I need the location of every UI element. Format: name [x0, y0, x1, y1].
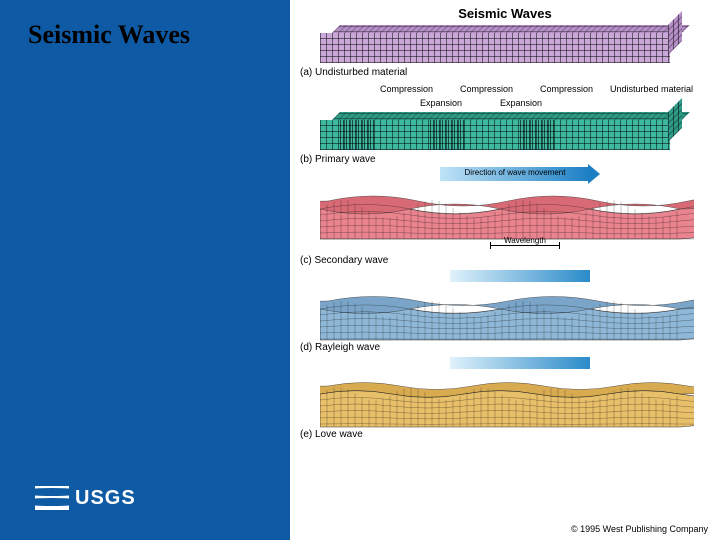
section-c: Wavelength (c) Secondary wave — [300, 187, 710, 282]
usgs-logo-text: USGS — [75, 487, 136, 510]
caption-b: (b) Primary wave — [300, 154, 710, 165]
label-compression-3: Compression — [540, 84, 593, 94]
diagram-copyright: © 1995 West Publishing Company — [571, 524, 708, 534]
label-undisturbed: Undisturbed material — [610, 84, 690, 94]
seismic-waves-diagram: Seismic Waves (a) Undisturbed material C… — [290, 0, 720, 540]
block-secondary — [320, 187, 690, 239]
slide-title: Seismic Waves — [28, 20, 190, 50]
block-undisturbed — [320, 25, 690, 65]
label-expansion-2: Expansion — [500, 98, 542, 108]
gradient-bar-d — [450, 357, 590, 369]
block-rayleigh — [320, 288, 690, 340]
gradient-bar-c — [450, 270, 590, 282]
section-e: (e) Love wave — [300, 375, 710, 440]
diagram-title: Seismic Waves — [300, 6, 710, 21]
direction-arrow: Direction of wave movement — [440, 167, 590, 181]
caption-c: (c) Secondary wave — [300, 255, 710, 266]
block-love — [320, 375, 690, 427]
compression-labels: Compression Compression Compression Undi… — [380, 84, 710, 112]
section-b: (b) Primary wave Direction of wave movem… — [300, 112, 710, 181]
label-compression-2: Compression — [460, 84, 513, 94]
usgs-logo: USGS — [35, 486, 136, 510]
label-expansion-1: Expansion — [420, 98, 462, 108]
direction-arrow-label: Direction of wave movement — [440, 168, 590, 177]
usgs-wave-icon — [35, 486, 69, 510]
section-d: (d) Rayleigh wave — [300, 288, 710, 369]
wavelength-label: Wavelength — [496, 236, 554, 245]
wavelength-marker: Wavelength — [490, 239, 710, 253]
caption-a: (a) Undisturbed material — [300, 67, 710, 78]
section-a: (a) Undisturbed material — [300, 25, 710, 78]
label-compression-1: Compression — [380, 84, 433, 94]
block-primary — [320, 112, 690, 152]
